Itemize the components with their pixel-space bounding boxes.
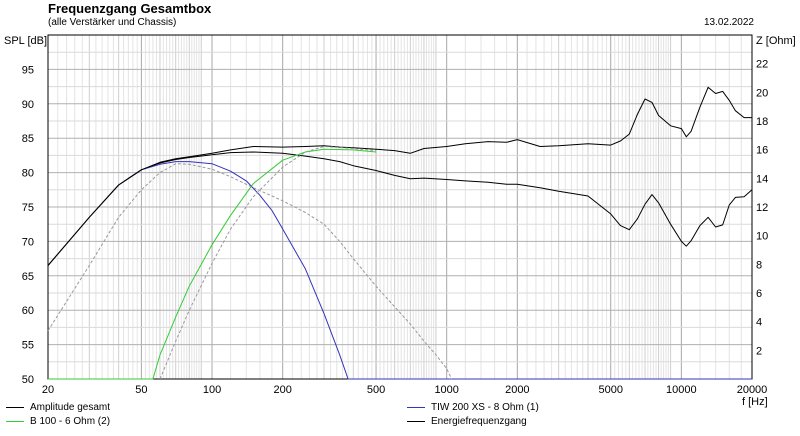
- x-tick-label: 10000: [666, 384, 697, 396]
- x-tick-label: 20: [42, 384, 54, 396]
- y-tick-label-left: 85: [22, 133, 34, 145]
- chart-date: 13.02.2022: [703, 17, 754, 28]
- legend-swatch: [407, 407, 425, 408]
- x-axis-label: f [Hz]: [742, 396, 768, 408]
- legend-swatch: [407, 421, 425, 422]
- x-tick-label: 2000: [505, 384, 529, 396]
- y-tick-label-left: 65: [22, 271, 34, 283]
- chart-title: Frequenzgang Gesamtbox: [48, 1, 212, 16]
- x-tick-label: 20000: [737, 384, 768, 396]
- legend-item-b100: B 100 - 6 Ohm (2): [6, 416, 110, 427]
- legend-label: B 100 - 6 Ohm (2): [30, 416, 111, 427]
- y-tick-label-right: 10: [756, 231, 768, 243]
- legend-swatch: [6, 421, 24, 422]
- series-line-3: [118, 161, 752, 380]
- series-line-2: [48, 148, 377, 380]
- y-tick-label-right: 8: [756, 259, 762, 271]
- y-tick-label-right: 2: [756, 345, 762, 357]
- y-tick-label-right: 14: [756, 173, 768, 185]
- x-tick-label: 50: [135, 384, 147, 396]
- y-tick-label-left: 60: [22, 305, 34, 317]
- legend-label: Energiefrequenzgang: [431, 416, 527, 427]
- x-tick-label: 1000: [434, 384, 458, 396]
- series-line-1: [47, 151, 753, 266]
- y-tick-label-left: 75: [22, 202, 34, 214]
- y-tick-label-left: 80: [22, 168, 34, 180]
- y-tick-label-left: 95: [22, 64, 34, 76]
- legend-item-tiw200: TIW 200 XS - 8 Ohm (1): [407, 402, 539, 413]
- y-tick-label-left: 55: [22, 340, 34, 352]
- x-tick-label: 200: [273, 384, 291, 396]
- y-tick-label-right: 20: [756, 87, 768, 99]
- y-axis-label-right: Z [Ohm]: [756, 35, 796, 47]
- y-tick-label-right: 22: [756, 59, 768, 71]
- legend-item-amplitude-gesamt: Amplitude gesamt: [6, 402, 110, 413]
- legend-swatch: [6, 407, 24, 408]
- series-line-5: [47, 163, 453, 380]
- series-line-6: [159, 146, 377, 380]
- y-tick-label-left: 70: [22, 236, 34, 248]
- y-axis-label-left: SPL [dB]: [4, 35, 48, 47]
- x-tick-label: 100: [203, 384, 221, 396]
- legend-label: Amplitude gesamt: [30, 402, 111, 413]
- chart-subtitle: (alle Verstärker und Chassis): [48, 17, 177, 28]
- y-tick-label-right: 6: [756, 288, 762, 300]
- x-tick-label: 500: [367, 384, 385, 396]
- legend-item-energiefrequenzgang: Energiefrequenzgang: [407, 416, 527, 427]
- y-tick-label-right: 12: [756, 202, 768, 214]
- y-tick-label-right: 18: [756, 116, 768, 128]
- x-tick-label: 5000: [598, 384, 622, 396]
- grid-lines: [47, 34, 753, 380]
- series-line-4: [47, 86, 752, 266]
- y-tick-label-left: 90: [22, 99, 34, 111]
- y-tick-label-right: 4: [756, 317, 762, 329]
- legend-label: TIW 200 XS - 8 Ohm (1): [431, 402, 539, 413]
- y-tick-label-left: 50: [22, 374, 34, 386]
- y-tick-label-right: 16: [756, 145, 768, 157]
- series-group: [47, 86, 753, 380]
